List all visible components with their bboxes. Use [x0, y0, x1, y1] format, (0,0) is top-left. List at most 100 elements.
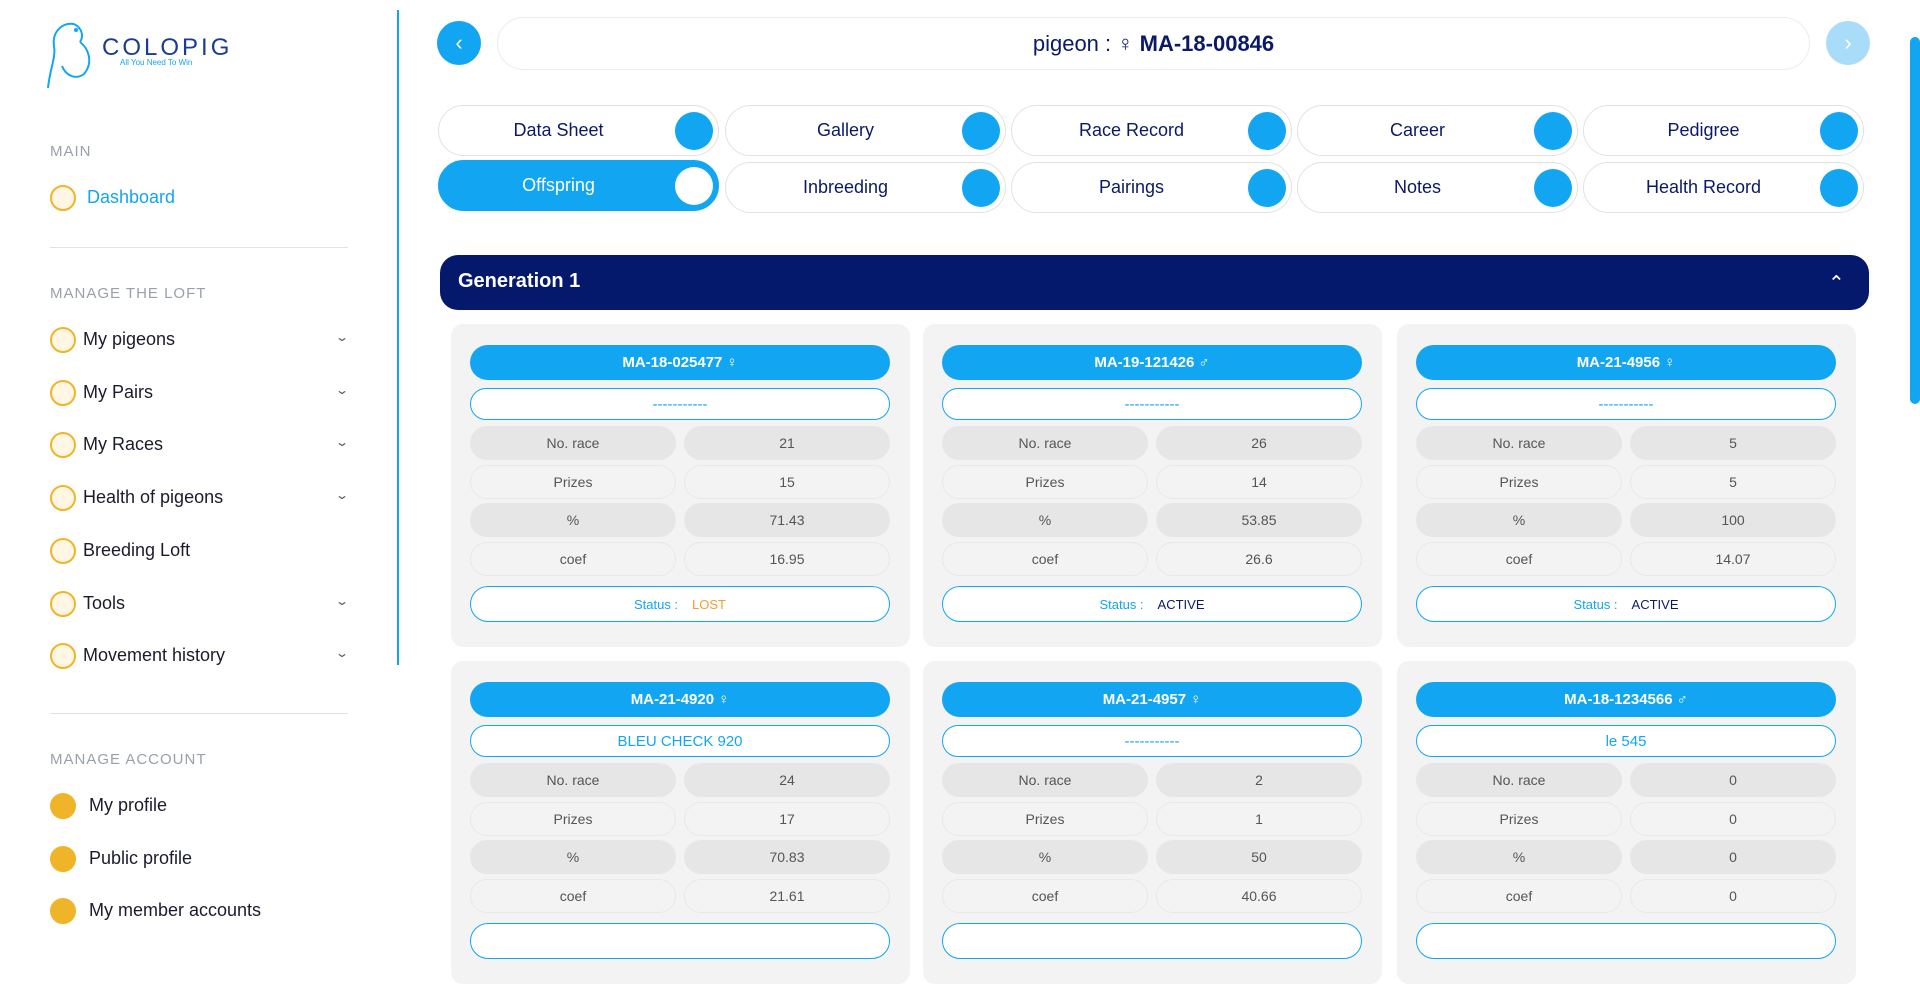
- status-partial: [942, 923, 1362, 959]
- card-id[interactable]: MA-21-4957 ♀: [942, 682, 1362, 717]
- sidebar: [0, 0, 398, 928]
- stat-value: 0: [1630, 840, 1836, 874]
- menu-item[interactable]: My member accounts: [89, 900, 262, 921]
- stat-label-text: %: [1038, 512, 1052, 528]
- tab-icon: [1248, 169, 1286, 207]
- menu-icon: [50, 537, 76, 564]
- card-name-text: -----------: [1598, 395, 1654, 413]
- menu-icon: [50, 845, 76, 872]
- offspring-card: MA-18-025477 ♀ ----------- No. race 21 Prizes…: [451, 324, 910, 647]
- stat-label-text: coef: [1505, 887, 1533, 904]
- card-id[interactable]: MA-18-1234566 ♂: [1416, 682, 1836, 717]
- menu-item[interactable]: Public profile: [89, 847, 193, 868]
- stat-value-text: 0: [1729, 887, 1737, 904]
- scrollbar-thumb[interactable]: [1910, 37, 1920, 404]
- stat-value: 2: [1156, 763, 1362, 797]
- stat-value-text: 14: [1251, 473, 1267, 490]
- stat-label-text: %: [1512, 849, 1526, 865]
- menu-item[interactable]: My Races: [83, 434, 164, 455]
- stat-label: %: [942, 503, 1148, 537]
- stat-value-text: 0: [1729, 810, 1737, 827]
- stat-value-text: 0: [1729, 772, 1737, 788]
- tab[interactable]: Pedigree: [1583, 105, 1864, 156]
- tab[interactable]: Race Record: [1011, 105, 1292, 156]
- offspring-card: MA-19-121426 ♂ ----------- No. race 26 Prizes…: [923, 324, 1382, 647]
- menu-item[interactable]: My profile: [89, 795, 168, 815]
- tab[interactable]: Health Record: [1583, 162, 1864, 213]
- card-id[interactable]: MA-21-4956 ♀: [1416, 345, 1836, 380]
- section-title: MANAGE THE LOFT: [50, 285, 207, 302]
- tab-label: Career: [1389, 120, 1446, 140]
- stat-value: 14.07: [1630, 541, 1836, 576]
- chevron-down: ⌄: [334, 488, 350, 503]
- stat-label-text: Prizes: [553, 810, 593, 827]
- status-value: ACTIVE: [1631, 596, 1679, 612]
- tab[interactable]: Pairings: [1011, 162, 1292, 213]
- tab-icon: [1534, 112, 1572, 150]
- tab[interactable]: Data Sheet: [438, 105, 719, 156]
- card-id[interactable]: MA-18-025477 ♀: [470, 345, 890, 380]
- card-sex: ♀: [1190, 691, 1202, 708]
- tab[interactable]: Gallery: [725, 105, 1006, 156]
- tab[interactable]: Notes: [1297, 162, 1578, 213]
- chevron-down: ⌄: [334, 382, 350, 397]
- menu-item[interactable]: My pigeons: [83, 329, 176, 349]
- offspring-card: MA-18-1234566 ♂ le 545 No. race 0 Prizes 0% 0 co…: [1397, 661, 1856, 984]
- stat-label: coef: [942, 541, 1148, 576]
- stat-label: %: [470, 503, 676, 537]
- card-name-text: le 545: [1605, 732, 1647, 750]
- back-button[interactable]: ‹: [437, 21, 481, 65]
- stat-label-text: Prizes: [1025, 473, 1065, 490]
- menu-item[interactable]: Health of pigeons: [83, 487, 224, 508]
- stat-label-text: No. race: [546, 772, 600, 788]
- card-sex: ♀: [1664, 354, 1676, 371]
- stat-label-text: %: [1512, 512, 1526, 528]
- stat-value-text: 26: [1251, 435, 1267, 451]
- stat-value: 21.61: [684, 878, 890, 913]
- tab-icon: [1248, 112, 1286, 150]
- stat-value-text: 70.83: [769, 849, 805, 865]
- stat-value: 53.85: [1156, 503, 1362, 537]
- menu-item[interactable]: Tools: [83, 592, 126, 613]
- status: Status : LOST: [470, 586, 890, 622]
- menu-item[interactable]: Breeding Loft: [83, 539, 191, 560]
- menu-item[interactable]: Dashboard: [87, 187, 176, 207]
- stat-label: No. race: [1416, 763, 1622, 797]
- stat-value-text: 0: [1729, 849, 1737, 865]
- stat-label-text: coef: [1031, 550, 1059, 567]
- stat-value: 15: [684, 464, 890, 499]
- tab-label: Race Record: [1078, 120, 1185, 140]
- chevron-down: ⌄: [334, 330, 350, 344]
- card-id[interactable]: MA-21-4920 ♀: [470, 682, 890, 717]
- stat-value-text: 26.6: [1245, 550, 1273, 567]
- menu-icon: [50, 327, 76, 353]
- generation-title: Generation 1: [458, 270, 581, 292]
- card-name: -----------: [1416, 388, 1836, 420]
- stat-value: 0: [1630, 801, 1836, 836]
- stat-label: coef: [1416, 541, 1622, 576]
- logo-mark: [47, 22, 91, 89]
- card-id[interactable]: MA-19-121426 ♂: [942, 345, 1362, 380]
- stat-label-text: %: [1038, 849, 1052, 865]
- generation-header: Generation 1 ⌄: [440, 255, 1869, 310]
- stat-value-text: 14.07: [1715, 550, 1751, 567]
- card-sex: ♂: [1676, 691, 1688, 708]
- menu-item[interactable]: Movement history: [83, 645, 226, 666]
- stat-label-text: Prizes: [1025, 810, 1065, 827]
- menu-item[interactable]: My Pairs: [83, 381, 154, 402]
- title-prefix: pigeon :: [1032, 30, 1112, 56]
- collapse-chevron[interactable]: ⌄: [1828, 270, 1845, 292]
- stat-label-text: No. race: [546, 435, 600, 451]
- tab[interactable]: Inbreeding: [725, 162, 1006, 213]
- tab[interactable]: Offspring: [438, 160, 719, 211]
- tab-label: Data Sheet: [513, 120, 604, 140]
- tab[interactable]: Career: [1297, 105, 1578, 156]
- status-partial: [1416, 923, 1836, 959]
- divider: [50, 247, 348, 248]
- tab-label: Pairings: [1098, 177, 1165, 197]
- stat-value-text: 71.43: [769, 512, 805, 528]
- next-button[interactable]: ›: [1826, 21, 1870, 65]
- tab-icon: [962, 169, 1000, 207]
- stat-label-text: Prizes: [553, 473, 593, 490]
- stat-label-text: Prizes: [1499, 810, 1539, 827]
